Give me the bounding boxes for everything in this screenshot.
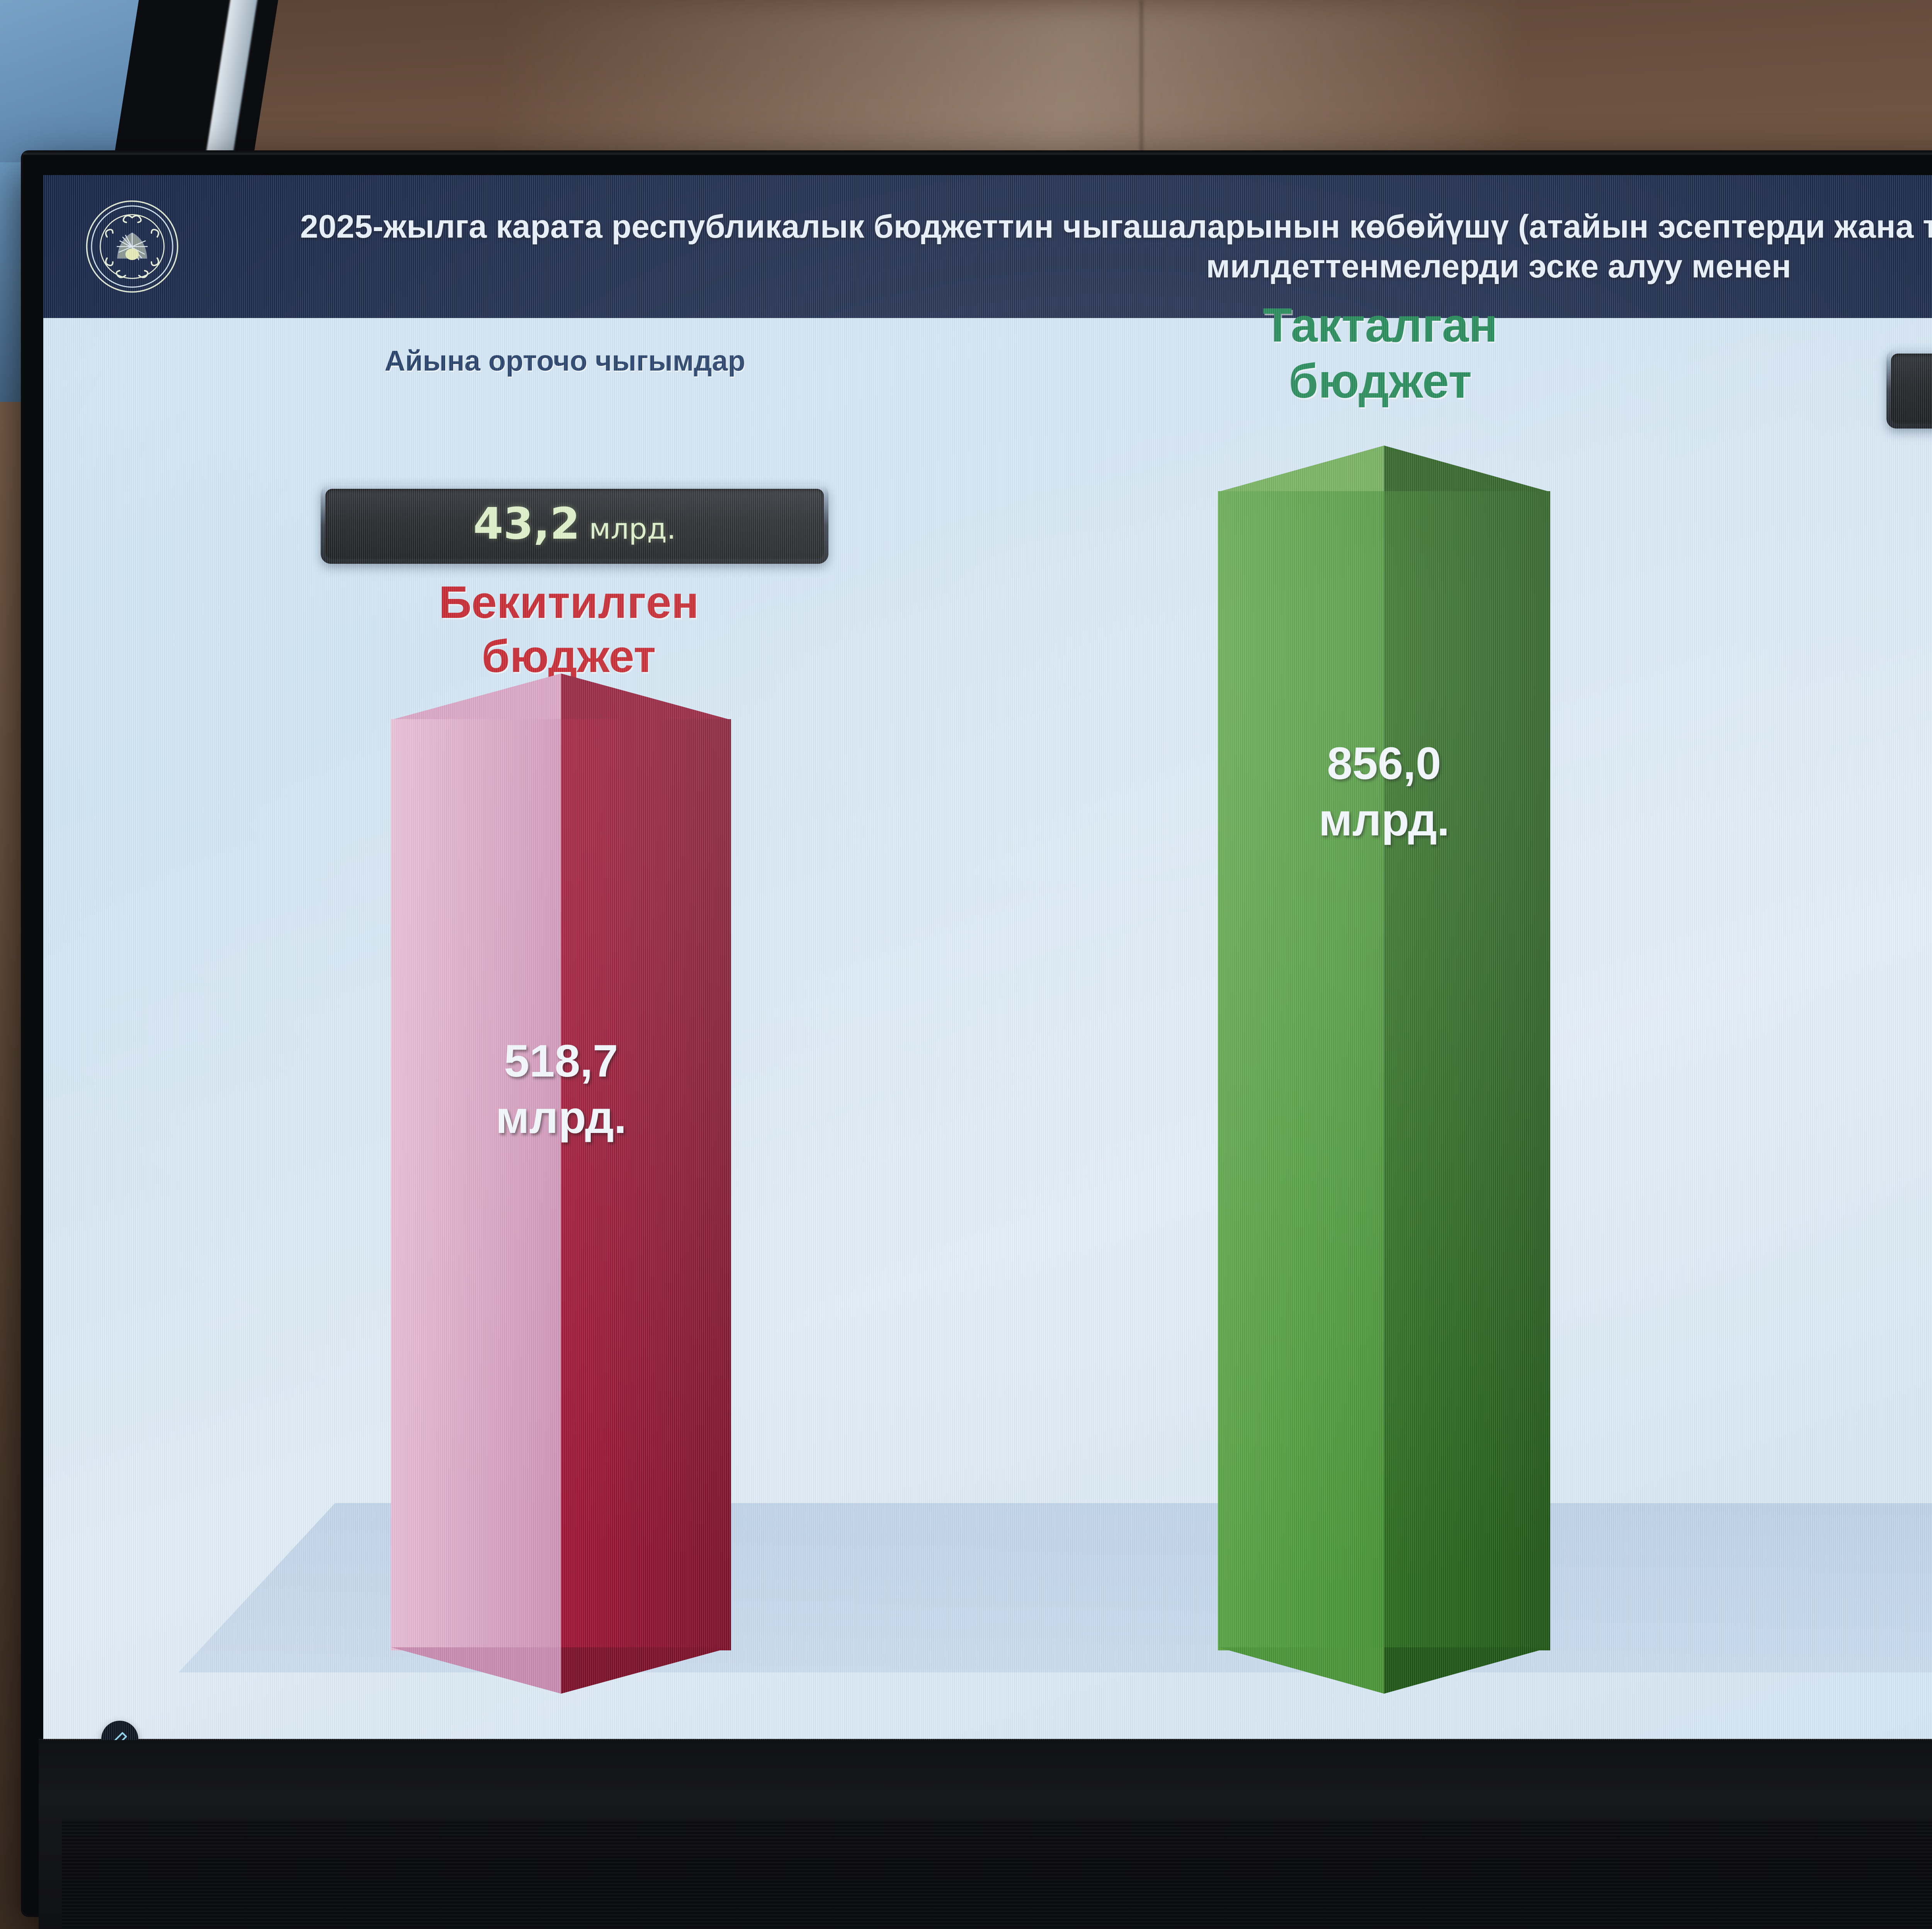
left-series-label-line2: бюджет [481, 631, 656, 682]
left-series-label-line1: Бекитилген [439, 577, 699, 628]
middle-series-label-line2: бюджет [1289, 355, 1472, 408]
left-average-caption: Айына орточо чыгымдар [384, 345, 745, 377]
bar-value-adjusted-budget: 856,0 млрд. [1318, 738, 1450, 846]
chart-area: Айына орточо чыгымдар 43,2 млрд. Бекитил… [43, 299, 1932, 1740]
bar-face-right [1384, 491, 1550, 1650]
bar-value-approved-budget: 518,7 млрд. [495, 1036, 627, 1143]
bar-roof-left [391, 674, 561, 720]
bar-roof-left [1218, 446, 1384, 492]
slide-header: 2025-жылга карата республикалык бюджетти… [43, 175, 1932, 318]
left-readout-unit: млрд. [589, 512, 676, 546]
bar-tip-right [561, 1647, 731, 1694]
edit-button[interactable] [101, 1721, 138, 1740]
middle-series-label-line1: Такталган [1263, 299, 1498, 352]
bar-roof-right [561, 674, 731, 720]
bar-face-left [1218, 491, 1384, 1650]
bar-approved-budget [391, 674, 731, 1694]
bar-tip-left [391, 1647, 561, 1694]
right-series-label: ФАКТ [1871, 517, 1932, 570]
slide-title: 2025-жылга карата республикалык бюджетти… [300, 208, 1932, 284]
pencil-icon [114, 1732, 127, 1740]
left-average-readout: 43,2 млрд. [321, 484, 828, 564]
left-readout-value: 43,2 [473, 499, 580, 549]
bar-adjusted-budget [1218, 446, 1550, 1694]
right-average-readout: 70,1 млрд. (162,3 %) [1886, 349, 1932, 429]
bar-face-left [391, 719, 561, 1650]
bar-tip-left [1218, 1647, 1384, 1694]
bar-face-right [561, 719, 731, 1650]
right-readout-inner: 70,1 млрд. (162,3 %) [1891, 354, 1932, 424]
bar-tip-right [1384, 1647, 1550, 1694]
left-readout-inner: 43,2 млрд. [325, 489, 824, 559]
bar-roof-right [1384, 446, 1550, 492]
tv-screen: 2025-жылга карата республикалык бюджетти… [43, 175, 1932, 1740]
television: 2025-жылга карата республикалык бюджетти… [23, 153, 1932, 1929]
tv-base-panel: elista [39, 1739, 1932, 1929]
right-average-caption: Айына орточо чыгымдар [1828, 289, 1932, 321]
bezel-highlight [23, 153, 1932, 155]
tv-speaker-grille [62, 1820, 1932, 1929]
kyrgyz-ministry-of-finance-emblem-icon [84, 198, 180, 295]
